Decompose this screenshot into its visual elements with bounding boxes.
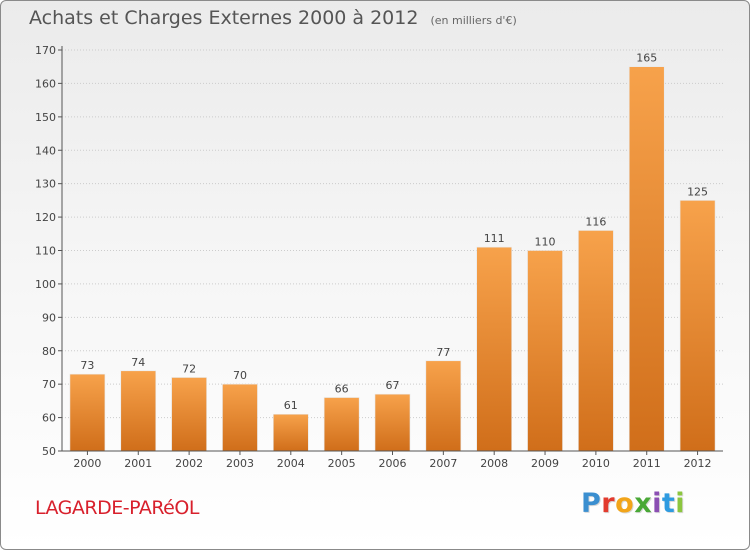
logo-letter: t [661, 488, 676, 519]
bar [628, 66, 665, 452]
y-tick-label: 50 [42, 445, 56, 458]
x-tick-label: 2007 [429, 457, 457, 470]
logo-letter: x [634, 488, 653, 519]
y-tick-label: 120 [35, 211, 56, 224]
x-tick-label: 2008 [480, 457, 508, 470]
x-tick-label: 2000 [73, 457, 101, 470]
bar-value-label: 111 [484, 232, 505, 245]
chart-title-block: Achats et Charges Externes 2000 à 2012 (e… [29, 7, 517, 29]
y-tick-label: 70 [42, 378, 56, 391]
bar [527, 250, 563, 452]
bar-value-label: 125 [687, 185, 708, 198]
x-tick-label: 2005 [328, 457, 356, 470]
bar-value-label: 67 [386, 379, 400, 392]
y-tick-label: 90 [42, 311, 56, 324]
x-tick-label: 2006 [379, 457, 407, 470]
bar [222, 383, 258, 452]
bar [578, 230, 614, 452]
grid-lines [62, 49, 723, 419]
bar-value-label: 110 [535, 236, 556, 249]
x-tick-label: 2009 [531, 457, 559, 470]
bar [425, 360, 462, 452]
bar [171, 377, 207, 452]
logo-letter: o [615, 488, 635, 519]
y-tick-label: 60 [42, 412, 56, 425]
bars [69, 66, 716, 452]
logo-letter: r [601, 488, 616, 519]
bar-value-label: 73 [80, 359, 94, 372]
bar-value-label: 116 [585, 215, 606, 228]
bar [120, 370, 157, 452]
bar-value-label: 66 [335, 383, 349, 396]
bar-value-label: 72 [182, 362, 196, 375]
y-tick-label: 100 [35, 278, 56, 291]
x-tick-label: 2002 [175, 457, 203, 470]
bar [323, 397, 360, 452]
y-tick-label: 170 [35, 44, 56, 57]
bar [69, 373, 106, 452]
bar [476, 246, 512, 452]
x-tick-label: 2004 [277, 457, 305, 470]
bar-value-label: 70 [233, 369, 247, 382]
labels: 50 60 70 80 90 100 110 120 130 140 150 160 170 73 2000… [35, 44, 712, 470]
y-tick-label: 80 [42, 345, 56, 358]
proxiti-logo[interactable]: Proxiti [581, 488, 685, 519]
y-tick-label: 130 [35, 178, 56, 191]
logo-letter: P [581, 488, 602, 519]
bar-value-label: 74 [131, 356, 145, 369]
logo-letter: i [652, 488, 662, 519]
chart-title: Achats et Charges Externes 2000 à 2012 [29, 7, 419, 29]
logo-letter: i [675, 488, 686, 519]
y-tick-label: 110 [35, 245, 56, 258]
x-tick-label: 2001 [124, 457, 152, 470]
bar-value-label: 61 [284, 399, 298, 412]
bar [679, 200, 716, 452]
y-tick-label: 160 [35, 77, 56, 90]
y-tick-label: 140 [35, 144, 56, 157]
x-tick-label: 2010 [582, 457, 610, 470]
bar [374, 393, 411, 452]
axes [58, 46, 723, 455]
commune-name: LAGARDE-PARéOL [35, 497, 199, 519]
y-tick-label: 150 [35, 111, 56, 124]
x-tick-label: 2012 [684, 457, 712, 470]
chart-unit: (en milliers d'€) [430, 14, 517, 27]
bar-value-label: 165 [636, 52, 657, 65]
bar-value-label: 77 [436, 346, 450, 359]
bar [273, 413, 309, 452]
x-tick-label: 2003 [226, 457, 254, 470]
x-tick-label: 2011 [633, 457, 661, 470]
